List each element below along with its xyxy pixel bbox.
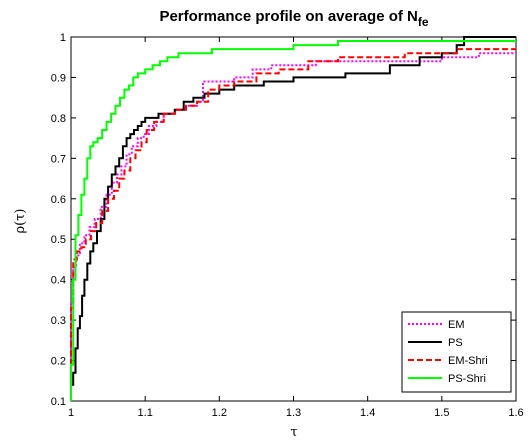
- legend-label-ps: PS: [448, 337, 463, 349]
- plot-area: 1 1.1 1.2 1.3 1.4 1.5 1.6 0.1 0.2 0.3 0.4 0.5 0.6 0.7…: [51, 32, 524, 419]
- x-tick-label: 1.3: [286, 407, 301, 419]
- x-tick-label: 1.2: [212, 407, 227, 419]
- x-tick-label: 1.4: [360, 407, 375, 419]
- y-axis-label: ρ(τ): [13, 209, 28, 234]
- y-tick-label: 1: [60, 32, 66, 44]
- y-tick-label: 0.3: [51, 315, 66, 327]
- legend-label-em-shri: EM-Shri: [448, 355, 488, 367]
- series-line-em-shri: [70, 48, 516, 401]
- x-axis-label: τ: [290, 425, 297, 440]
- x-tick-label: 1.5: [434, 407, 449, 419]
- x-tick-label: 1: [68, 407, 74, 419]
- y-tick-label: 0.9: [51, 72, 66, 84]
- chart-title: Performance profile on average of Nfe: [159, 8, 428, 29]
- y-tick-label: 0.7: [51, 153, 66, 165]
- x-tick-label: 1.6: [508, 407, 523, 419]
- legend-label-ps-shri: PS-Shri: [448, 373, 486, 385]
- series-line-ps: [70, 36, 516, 401]
- y-tick-label: 0.1: [51, 396, 66, 408]
- x-tick-label: 1.1: [138, 407, 153, 419]
- y-tick-label: 0.5: [51, 234, 66, 246]
- y-tick-label: 0.8: [51, 113, 66, 125]
- legend: EM PS EM-Shri PS-Shri: [401, 311, 512, 393]
- y-tick-label: 0.6: [51, 194, 66, 206]
- y-tick-label: 0.2: [51, 356, 66, 368]
- series-line-ps-shri: [70, 40, 516, 401]
- y-tick-label: 0.4: [51, 275, 66, 287]
- legend-label-em: EM: [448, 319, 465, 331]
